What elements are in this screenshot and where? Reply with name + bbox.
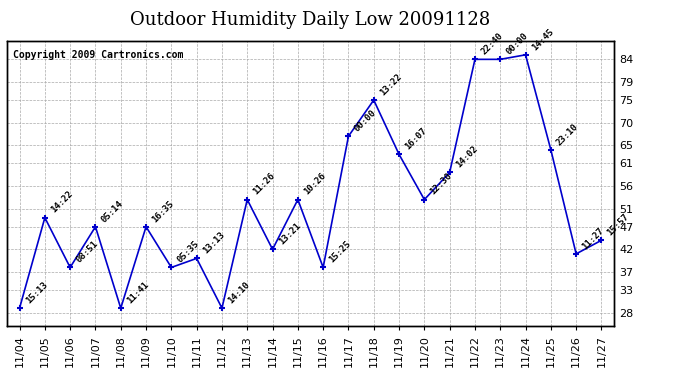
Text: 00:00: 00:00 [353, 108, 378, 134]
Text: 05:35: 05:35 [175, 239, 201, 265]
Text: 12:30: 12:30 [428, 171, 454, 197]
Text: 11:27: 11:27 [580, 226, 606, 251]
Text: 15:25: 15:25 [327, 239, 353, 265]
Text: 08:51: 08:51 [75, 239, 99, 265]
Text: 14:02: 14:02 [454, 144, 479, 170]
Text: 13:13: 13:13 [201, 230, 226, 256]
Text: 13:22: 13:22 [378, 72, 403, 97]
Text: 22:40: 22:40 [479, 31, 504, 57]
Text: 10:26: 10:26 [302, 171, 327, 197]
Text: 14:22: 14:22 [49, 189, 75, 215]
Text: 00:00: 00:00 [504, 31, 530, 57]
Text: 16:07: 16:07 [403, 126, 428, 152]
Text: 14:10: 14:10 [226, 280, 251, 305]
Text: 11:41: 11:41 [125, 280, 150, 305]
Text: 11:26: 11:26 [251, 171, 277, 197]
Text: Outdoor Humidity Daily Low 20091128: Outdoor Humidity Daily Low 20091128 [130, 11, 491, 29]
Text: Copyright 2009 Cartronics.com: Copyright 2009 Cartronics.com [13, 50, 184, 60]
Text: 23:10: 23:10 [555, 122, 580, 147]
Text: 15:13: 15:13 [23, 280, 49, 305]
Text: 16:35: 16:35 [150, 199, 175, 224]
Text: 14:45: 14:45 [530, 27, 555, 52]
Text: 15:57: 15:57 [606, 212, 631, 237]
Text: 05:14: 05:14 [99, 199, 125, 224]
Text: 13:21: 13:21 [277, 221, 302, 247]
